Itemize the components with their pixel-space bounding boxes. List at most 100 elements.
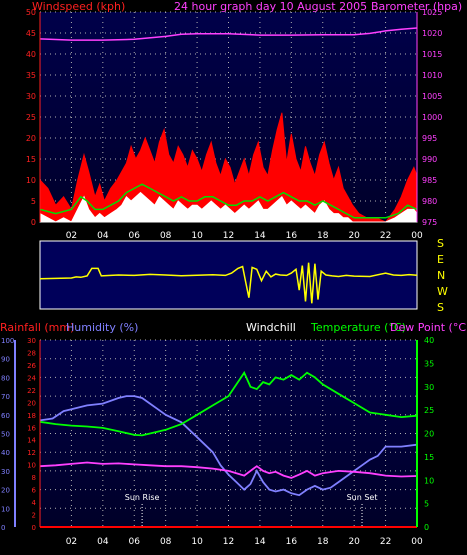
temp-time-tick-label: 14: [254, 537, 266, 547]
sun-marker-label: Sun Set: [347, 493, 378, 502]
barometer-tick-label: 985: [422, 176, 437, 185]
barometer-tick-label: 1010: [422, 71, 442, 80]
windspeed-tick-label: 25: [26, 113, 36, 122]
temp-tick-label: 5: [424, 500, 429, 509]
temp-tick-label: 35: [424, 359, 434, 368]
rain-tick-label: 2: [32, 512, 36, 520]
direction-series: [39, 262, 418, 304]
windspeed-tick-label: 45: [26, 29, 36, 38]
barometer-tick-label: 980: [422, 197, 437, 206]
series-humidity: [39, 395, 418, 497]
temp-time-tick-label: 16: [286, 537, 298, 547]
wind-time-tick-label: 10: [191, 231, 203, 241]
wind-time-tick-label: 00: [411, 231, 423, 241]
humidity-tick-label: 80: [1, 374, 10, 382]
rain-tick-label: 26: [27, 362, 36, 370]
series-temperature: [39, 370, 418, 437]
sun-annotations: Sun Rise Sun Set: [125, 493, 378, 527]
temp-tick-label: 0: [424, 523, 429, 532]
wind-time-tick-label: 18: [317, 231, 329, 241]
rain-tick-label: 0: [32, 524, 36, 532]
temp-time-tick-label: 18: [317, 537, 329, 547]
rain-tick-label: 10: [27, 462, 36, 470]
compass-label: S: [437, 237, 444, 250]
barometer-tick-label: 975: [422, 218, 437, 227]
temp-time-tick-label: 06: [129, 537, 141, 547]
dewpoint-axis-label: Dew Point (°C): [390, 321, 467, 334]
rain-tick-label: 16: [27, 424, 36, 432]
rain-tick-label: 14: [27, 437, 36, 445]
wind-time-tick-label: 08: [160, 231, 172, 241]
barometer-ticks: 975 980 985 990 995 1000 1005 1010 1015 1020 1025: [422, 8, 442, 227]
series-dewpoint: [39, 461, 418, 479]
windspeed-tick-label: 40: [26, 50, 36, 59]
wind-plot-series: [39, 27, 418, 223]
rain-tick-label: 8: [32, 474, 36, 482]
barometer-tick-label: 990: [422, 155, 437, 164]
temp-time-tick-label: 04: [97, 537, 109, 547]
temperature-axis-label: Temperature (°C): [310, 321, 406, 334]
temp-plot-series: [39, 370, 418, 528]
barometer-tick-label: 1025: [422, 8, 442, 17]
rainfall-axis-label: Rainfall (mm): [0, 321, 74, 334]
rain-tick-label: 24: [27, 374, 36, 382]
series-gust: [39, 112, 418, 223]
windspeed-axis-label: Windspeed (kph): [32, 0, 125, 13]
humidity-tick-label: 50: [1, 431, 10, 439]
temp-time-tick-label: 20: [348, 537, 360, 547]
humidity-tick-label: 100: [1, 337, 14, 345]
rain-tick-label: 12: [27, 449, 36, 457]
barometer-tick-label: 1005: [422, 92, 442, 101]
humidity-tick-label: 30: [1, 468, 10, 476]
temp-time-tick-label: 10: [191, 537, 203, 547]
rain-tick-label: 30: [27, 337, 36, 345]
series-direction: [39, 262, 418, 304]
windspeed-tick-label: 15: [26, 155, 36, 164]
humidity-tick-label: 40: [1, 449, 10, 457]
wind-time-tick-label: 22: [380, 231, 391, 241]
temp-tick-label: 40: [424, 336, 434, 345]
temp-tick-label: 20: [424, 430, 434, 439]
barometer-tick-label: 1000: [422, 113, 442, 122]
compass-label: S: [437, 301, 444, 314]
humidity-tick-label: 90: [1, 356, 10, 364]
wind-time-tick-label: 16: [286, 231, 298, 241]
temp-time-tick-label: 22: [380, 537, 391, 547]
rain-tick-label: 18: [27, 412, 36, 420]
temp-time-tick-label: 08: [160, 537, 172, 547]
humidity-tick-label: 60: [1, 412, 10, 420]
compass-label: E: [437, 253, 444, 266]
temp-time-ticks: 02 04 06 08 10 12 14 16 18 20 22 00: [66, 537, 423, 547]
rain-tick-label: 4: [32, 499, 37, 507]
windspeed-tick-label: 10: [26, 176, 36, 185]
wind-time-tick-label: 12: [223, 231, 234, 241]
humidity-tick-label: 20: [1, 487, 10, 495]
wind-time-tick-label: 20: [348, 231, 360, 241]
windspeed-tick-label: 0: [31, 218, 36, 227]
humidity-ticks: 0 10 20 30 40 50 60 70 80 90 100: [1, 337, 14, 532]
wind-time-tick-label: 06: [129, 231, 141, 241]
barometer-tick-label: 1020: [422, 29, 442, 38]
series-average: [39, 191, 418, 223]
compass-label: W: [437, 285, 448, 298]
humidity-axis-label: Humidity (%): [66, 321, 138, 334]
wind-plot-grid: [40, 11, 418, 223]
windspeed-tick-label: 20: [26, 134, 36, 143]
barometer-tick-label: 995: [422, 134, 437, 143]
wind-time-tick-label: 02: [66, 231, 77, 241]
wind-time-tick-label: 14: [254, 231, 266, 241]
windspeed-tick-label: 35: [26, 71, 36, 80]
sun-marker-label: Sun Rise: [125, 493, 160, 502]
barometer-tick-label: 1015: [422, 50, 442, 59]
barometer-axis-label: Barometer (hpa): [371, 0, 462, 13]
temp-tick-label: 25: [424, 406, 434, 415]
rain-tick-label: 20: [27, 399, 36, 407]
windspeed-ticks: 0 5 10 15 20 25 30 35 40 45 50: [26, 8, 36, 227]
graph-title: 24 hour graph day 10 August 2005: [174, 0, 367, 13]
humidity-tick-label: 70: [1, 393, 10, 401]
rain-tick-label: 22: [27, 387, 36, 395]
rain-tick-label: 6: [32, 487, 37, 495]
